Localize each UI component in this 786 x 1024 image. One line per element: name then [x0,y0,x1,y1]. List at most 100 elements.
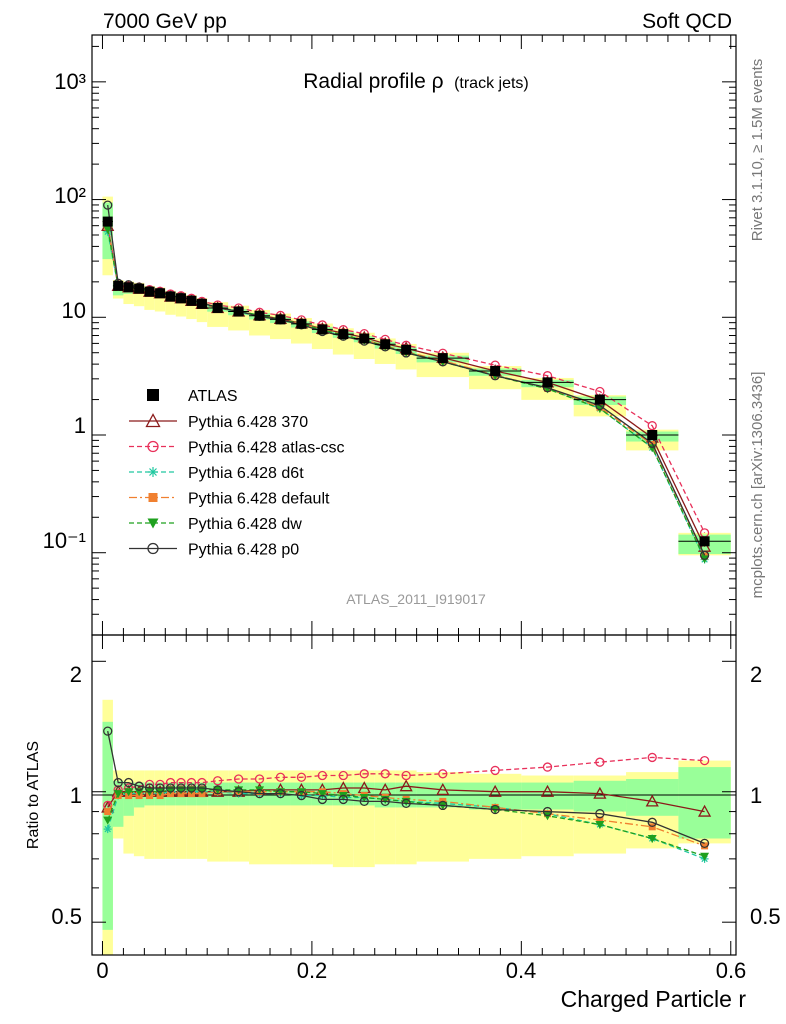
rivet-label: Rivet 3.1.10, ≥ 1.5M events [749,59,766,242]
legend-marker-atlas [147,389,159,401]
data-point [176,293,187,304]
main-point-pythia-6-428-atlas-csc [647,421,657,431]
ratio-point-pythia-6-428-p0 [595,809,605,819]
ratio-y-tick-label-right: 0.5 [750,904,781,929]
legend-marker-pythia-6-428-370 [145,413,161,428]
legend-item-pythia-6-428-d6t: Pythia 6.428 d6t [129,465,304,482]
ratio-point-pythia-6-428-d6t [103,825,112,834]
main-band-outer-bin [133,282,145,307]
ratio-panel-frame [91,634,737,956]
ratio-point-pythia-6-428-p0 [124,777,134,788]
data-point [296,318,307,329]
legend-label: Pythia 6.428 370 [188,414,308,431]
data-point [134,283,145,294]
ratio-band-outer-bin [144,770,155,859]
x-tick-label: 0 [96,958,108,983]
ratio-y-tick-label: 1 [70,783,82,808]
ratio-point-pythia-6-428-370 [697,804,712,817]
ratio-point-pythia-6-428-dw [317,790,327,799]
data-point [490,365,501,376]
ratio-point-pythia-6-428-dw [103,816,113,825]
legend-item-pythia-6-428-370: Pythia 6.428 370 [129,413,308,431]
main-series-atlas-data [102,216,731,547]
ratio-band-outer-bin [186,770,197,859]
legend-marker-pythia-6-428-d6t [148,467,158,477]
legend-marker-pythia-6-428-default [148,493,158,502]
header-energy: 7000 GeV pp [103,10,227,33]
ratio-y-tick-label: 0.5 [51,904,82,929]
main-y-tick-label: 10³ [54,69,86,94]
x-axis-title: Charged Particle r [561,986,747,1012]
main-band-outer-bin [144,285,155,310]
data-point [437,353,448,364]
ratio-point-pythia-6-428-p0 [296,790,307,801]
ratio-point-pythia-6-428-p0 [134,781,144,791]
ratio-point-pythia-6-428-p0 [490,804,500,815]
ratio-band-outer-bin [133,770,145,857]
data-point [542,377,553,388]
ratio-point-pythia-6-428-dw [700,852,710,861]
plot-title: Radial profile ρ (track jets) [303,70,528,93]
ratio-band-outer-bin [165,770,176,859]
main-band-outer-bin [175,292,187,317]
legend-marker-pythia-6-428-dw [147,518,159,529]
star-stroke [149,468,157,476]
ratio-point-pythia-6-428-p0 [213,785,223,795]
main-point-pythia-6-428-dw [103,225,113,234]
ratio-point-pythia-6-428-atlas-csc [647,752,657,763]
header-category: Soft QCD [642,10,732,33]
main-point-pythia-6-428-p0 [699,550,710,560]
ratio-band-inner-bin [678,767,731,839]
ratio-band-outer-bin [175,770,187,859]
ratio-band-outer-bin [196,770,208,859]
x-tick-labels: 0 0.2 0.4 0.6 [96,958,746,983]
data-point [359,333,370,344]
data-point [212,302,223,313]
ratio-point-pythia-6-428-atlas-csc [542,762,553,772]
legend-label: Pythia 6.428 p0 [188,542,299,559]
data-point [165,291,176,302]
main-band-outer-bin [196,298,208,323]
ratio-band-inner-bin [626,779,679,816]
ratio-point-pythia-6-428-atlas-csc [275,772,286,782]
ratio-point-pythia-6-428-atlas-csc [338,770,348,781]
data-point [699,536,710,547]
ratio-point-pythia-6-428-370 [540,784,555,797]
data-point [186,295,197,306]
ratio-point-pythia-6-428-p0 [317,794,328,805]
ratio-point-pythia-6-428-p0 [542,806,553,817]
ratio-series-line-pythia-6-428-dw [107,789,705,857]
ratio-point-pythia-6-428-dw [296,788,306,797]
ratio-series-line-pythia-6-428-p0 [107,730,705,845]
ratio-point-pythia-6-428-p0 [380,796,390,807]
ratio-band-inner-bin [123,782,134,816]
ratio-point-pythia-6-428-p0 [359,796,369,807]
ratio-point-pythia-6-428-p0 [275,788,286,799]
star-stroke [104,825,111,833]
legend-series-items: Pythia 6.428 370 Pythia 6.428 atlas-csc Py… [129,413,345,559]
ratio-point-pythia-6-428-370 [436,783,450,796]
main-series-group [101,200,731,564]
ratio-point-pythia-6-428-370 [488,784,502,797]
ratio-point-pythia-6-428-dw [255,786,265,795]
data-point [401,344,412,355]
ratio-y-axis-title: Ratio to ATLAS [25,741,42,849]
ratio-point-pythia-6-428-atlas-csc [213,776,223,786]
analysis-label: ATLAS_2011_I919017 [346,591,486,607]
ratio-point-pythia-6-428-p0 [438,800,448,811]
data-point [594,394,605,405]
data-point [275,314,286,325]
x-tick-label: 0.2 [297,958,328,983]
legend-label: ATLAS [188,388,238,405]
ratio-point-pythia-6-428-p0 [103,726,113,736]
main-band-outer-bin [154,287,166,312]
ratio-point-pythia-6-428-p0 [401,798,411,809]
ratio-point-pythia-6-428-p0 [113,777,123,788]
data-point [254,310,265,321]
axis-ticks [92,35,736,955]
legend-label: Pythia 6.428 atlas-csc [188,440,345,457]
legend-item-pythia-6-428-p0: Pythia 6.428 p0 [129,542,299,559]
main-point-pythia-6-428-p0 [103,200,113,210]
data-point [155,288,166,299]
